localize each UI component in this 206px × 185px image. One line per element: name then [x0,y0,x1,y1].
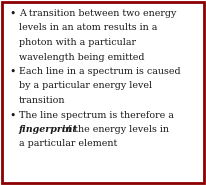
FancyBboxPatch shape [2,2,204,183]
Text: a particular element: a particular element [19,139,117,149]
Text: transition: transition [19,96,66,105]
Text: Each line in a spectrum is caused: Each line in a spectrum is caused [19,67,181,76]
Text: photon with a particular: photon with a particular [19,38,136,47]
Text: •: • [9,110,15,120]
Text: •: • [9,67,15,77]
Text: The line spectrum is therefore a: The line spectrum is therefore a [19,110,174,120]
Text: of the energy levels in: of the energy levels in [59,125,169,134]
Text: •: • [9,9,15,19]
Text: levels in an atom results in a: levels in an atom results in a [19,23,157,33]
Text: A transition between two energy: A transition between two energy [19,9,176,18]
Text: by a particular energy level: by a particular energy level [19,82,152,90]
Text: fingerprint: fingerprint [19,125,78,134]
Text: wavelength being emitted: wavelength being emitted [19,53,144,61]
